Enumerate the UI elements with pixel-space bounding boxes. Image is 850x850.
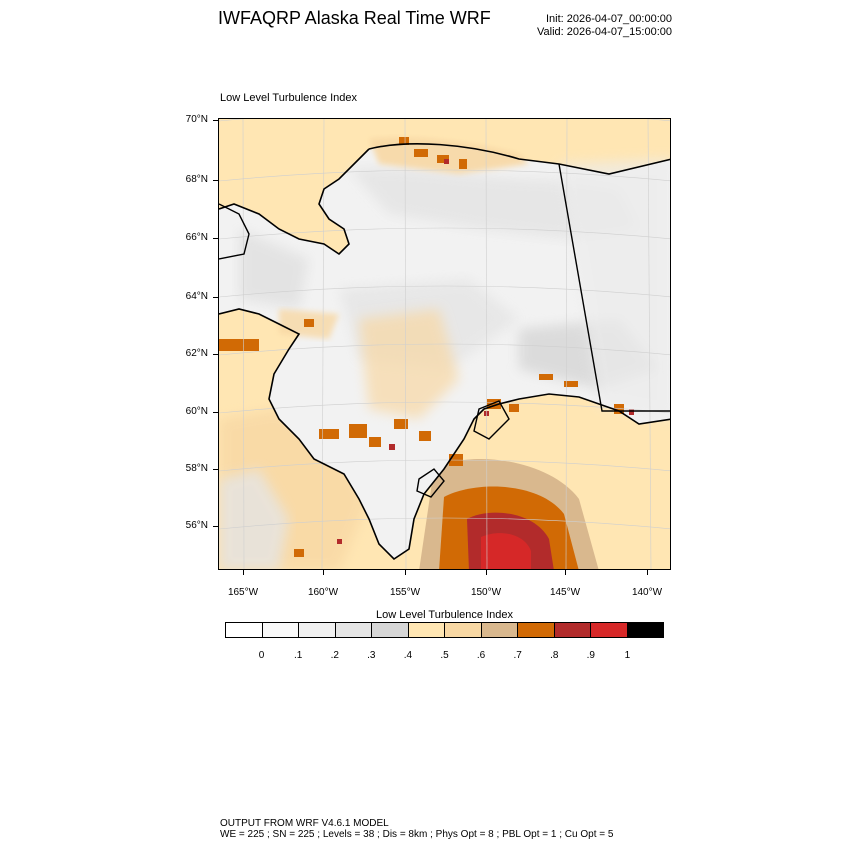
lat-label-70: 70°N	[185, 114, 208, 125]
lat-label-64: 64°N	[185, 291, 208, 302]
map-panel	[218, 118, 671, 570]
colorbar-label: .3	[367, 650, 376, 661]
lon-label-145: 145°W	[549, 587, 581, 598]
kodiak-island	[416, 468, 445, 498]
lat-label-68: 68°N	[185, 174, 208, 185]
lat-tick	[213, 297, 218, 298]
colorbar-swatch	[481, 623, 518, 637]
lon-label-140: 140°W	[631, 587, 663, 598]
colorbar-swatch	[445, 623, 482, 637]
lon-tick	[405, 570, 406, 575]
colorbar-swatch	[554, 623, 591, 637]
lon-tick	[647, 570, 648, 575]
lon-tick	[323, 570, 324, 575]
lat-label-60: 60°N	[185, 406, 208, 417]
colorbar-swatch	[518, 623, 555, 637]
colorbar-label: .8	[550, 650, 559, 661]
lat-tick	[213, 469, 218, 470]
colorbar-swatch	[627, 623, 663, 637]
colorbar-label: .1	[293, 650, 303, 661]
land-gray-west	[239, 229, 309, 309]
lon-tick	[565, 570, 566, 575]
lat-label-66: 66°N	[185, 232, 208, 243]
chukotka-coast	[219, 203, 250, 260]
colorbar-label: .2	[330, 650, 339, 661]
colorbar-swatch	[335, 623, 372, 637]
land-beige-1	[359, 309, 459, 419]
colorbar-label: 1	[624, 650, 631, 661]
lon-label-155: 155°W	[389, 587, 421, 598]
footer-model: OUTPUT FROM WRF V4.6.1 MODEL	[220, 818, 389, 829]
main-title: IWFAQRP Alaska Real Time WRF	[218, 8, 491, 28]
lat-tick	[213, 354, 218, 355]
lat-label-62: 62°N	[185, 348, 208, 359]
alaska-canada-border	[558, 163, 670, 412]
lat-tick	[213, 180, 218, 181]
map-title: Low Level Turbulence Index	[220, 92, 357, 104]
lon-label-165: 165°W	[227, 587, 259, 598]
lat-label-58: 58°N	[185, 463, 208, 474]
ocean-band-gray	[219, 469, 289, 569]
colorbar-label: .4	[403, 650, 413, 661]
lon-tick	[243, 570, 244, 575]
colorbar	[225, 622, 664, 638]
kenai-peninsula	[473, 400, 510, 440]
colorbar-label: .5	[440, 650, 449, 661]
colorbar-label: 0	[258, 650, 265, 661]
coastline	[219, 143, 670, 561]
colorbar-swatch	[226, 623, 263, 637]
valid-time: Valid: 2026-04-07_15:00:00	[537, 26, 672, 38]
orange-hotspots	[219, 137, 624, 557]
colorbar-swatch	[591, 623, 628, 637]
colorbar-swatch	[408, 623, 445, 637]
init-time: Init: 2026-04-07_00:00:00	[546, 13, 672, 25]
footer-config: WE = 225 ; SN = 225 ; Levels = 38 ; Dis …	[220, 829, 614, 840]
lat-tick	[213, 120, 218, 121]
colorbar-title: Low Level Turbulence Index	[376, 609, 513, 621]
turbulence-map	[219, 119, 670, 569]
lat-label-56: 56°N	[185, 520, 208, 531]
colorbar-label: .6	[476, 650, 486, 661]
lat-tick	[213, 238, 218, 239]
colorbar-swatch	[262, 623, 299, 637]
lat-tick	[213, 412, 218, 413]
colorbar-swatch	[372, 623, 409, 637]
gulf-zone-red	[481, 533, 531, 569]
colorbar-label: .9	[586, 650, 595, 661]
colorbar-swatch	[299, 623, 336, 637]
lon-label-150: 150°W	[470, 587, 502, 598]
lon-label-160: 160°W	[307, 587, 339, 598]
canada-region	[559, 159, 670, 419]
graticule	[219, 119, 670, 569]
colorbar-label: .7	[513, 650, 522, 661]
lat-tick	[213, 526, 218, 527]
lon-tick	[486, 570, 487, 575]
